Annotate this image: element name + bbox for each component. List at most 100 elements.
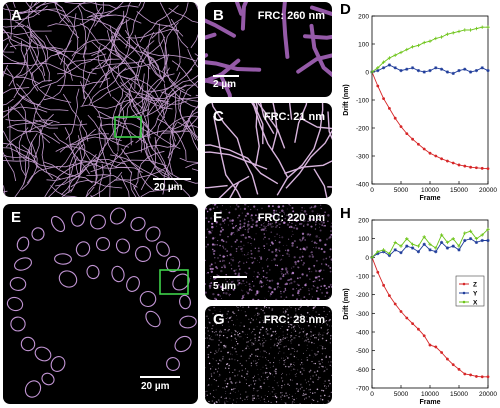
data-point-y — [480, 66, 484, 70]
panel-e-image: E 20 µm — [3, 204, 198, 404]
x-tick-label: 0 — [370, 391, 374, 398]
data-point-x — [457, 244, 461, 248]
data-point-x — [480, 233, 484, 237]
y-tick-label: -200 — [356, 126, 369, 133]
y-tick-label: 0 — [365, 255, 369, 262]
data-point-z — [440, 351, 443, 354]
frc-label: FRC: 260 nm — [257, 10, 325, 22]
data-point-z — [463, 164, 467, 168]
microtubule-network-image — [3, 2, 198, 197]
legend-box — [455, 275, 485, 307]
data-point-y — [469, 237, 473, 241]
data-point-z — [422, 334, 426, 338]
data-point-x — [370, 255, 374, 260]
tissue-section-image — [6, 207, 197, 398]
data-point-z — [411, 137, 414, 141]
data-point-z — [469, 165, 472, 169]
data-point-z — [457, 163, 461, 167]
panel-letter: C — [213, 108, 224, 125]
data-point-z — [376, 270, 380, 274]
legend-label-z: Z — [473, 282, 477, 289]
data-point-y — [382, 250, 386, 254]
y-tick-label: -700 — [356, 386, 369, 393]
data-point-y — [457, 248, 461, 252]
data-point-x — [428, 39, 432, 43]
legend-marker-z — [462, 282, 466, 286]
data-point-x — [451, 236, 455, 241]
panel-letter: A — [11, 7, 22, 24]
frc-label: FRC: 28 nm — [263, 314, 325, 326]
x-tick-label: 5000 — [394, 391, 409, 398]
data-point-x — [486, 25, 490, 29]
scale-bar-label: 2 µm — [213, 79, 236, 90]
data-point-x — [463, 231, 467, 235]
x-tick-label: 15000 — [450, 187, 468, 194]
data-point-z — [422, 147, 426, 151]
data-point-x — [381, 248, 386, 252]
data-point-z — [451, 363, 455, 367]
data-point-z — [457, 367, 461, 371]
data-point-z — [417, 327, 420, 331]
data-point-z — [475, 166, 478, 170]
data-point-y — [428, 248, 432, 252]
diffraction-limited-tissue-image — [205, 204, 332, 300]
y-tick-label: -200 — [356, 292, 369, 299]
data-point-x — [428, 242, 432, 246]
data-point-z — [480, 166, 484, 170]
legend-marker-x — [462, 300, 466, 304]
scale-bar — [213, 276, 247, 278]
y-tick-label: -300 — [356, 154, 369, 161]
data-point-z — [434, 154, 438, 158]
y-tick-label: 100 — [358, 236, 369, 243]
legend-label-y: Y — [473, 291, 478, 298]
panel-a-image: A 20 µm — [3, 2, 198, 197]
frc-label: FRC: 21 nm — [263, 111, 325, 123]
panel-letter: B — [213, 7, 224, 24]
data-point-x — [439, 35, 444, 39]
data-point-z — [446, 357, 449, 361]
data-point-z — [440, 157, 443, 161]
data-point-y — [474, 69, 478, 73]
data-point-y — [445, 246, 449, 250]
scale-bar — [153, 178, 191, 180]
panel-letter: G — [213, 311, 225, 328]
data-point-y — [393, 248, 397, 252]
y-tick-label: -400 — [356, 330, 369, 337]
panel-letter: E — [11, 209, 22, 226]
data-point-y — [376, 252, 380, 256]
panel-c-image: C FRC: 21 nm — [205, 103, 332, 198]
super-resolution-image — [205, 103, 332, 198]
y-tick-label: -100 — [356, 274, 369, 281]
x-tick-label: 5000 — [394, 187, 409, 194]
data-point-x — [463, 28, 467, 32]
data-point-x — [474, 236, 479, 241]
data-point-x — [451, 31, 455, 35]
data-point-x — [405, 236, 409, 241]
data-point-x — [422, 40, 426, 45]
data-point-x — [445, 240, 450, 245]
data-point-x — [399, 244, 403, 248]
scale-bar-label: 20 µm — [154, 182, 183, 193]
data-point-y — [411, 66, 415, 70]
y-tick-label: -500 — [356, 348, 369, 355]
panel-f-image: F FRC: 220 nm 5 µm — [205, 204, 332, 300]
roi-box — [159, 269, 189, 295]
data-point-y — [445, 70, 449, 74]
data-point-y — [451, 71, 455, 75]
panel-letter: F — [213, 209, 223, 226]
data-point-x — [486, 227, 490, 232]
data-point-z — [469, 373, 472, 377]
data-point-z — [417, 142, 420, 146]
data-point-y — [463, 238, 467, 243]
y-tick-label: 200 — [358, 14, 369, 21]
data-point-x — [422, 235, 426, 239]
panel-letter: H — [340, 205, 351, 222]
data-point-x — [399, 50, 403, 55]
data-point-x — [416, 43, 421, 48]
data-point-y — [387, 63, 391, 67]
data-point-z — [434, 345, 438, 349]
data-point-x — [387, 56, 392, 60]
data-point-y — [486, 238, 490, 243]
scale-bar — [213, 75, 239, 77]
data-point-y — [387, 253, 391, 258]
